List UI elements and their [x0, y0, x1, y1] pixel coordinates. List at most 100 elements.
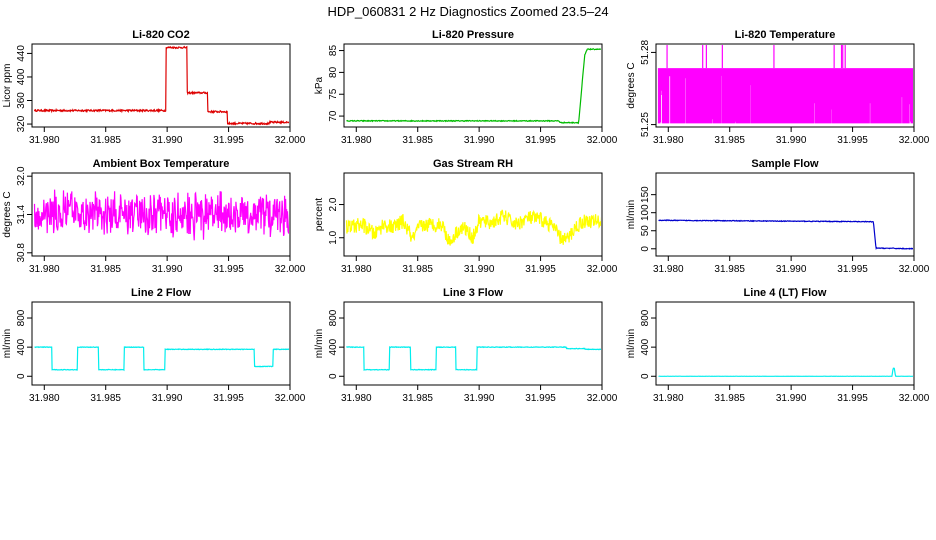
panel-title: Li-820 Temperature [735, 29, 836, 41]
x-tick-label: 31.980 [653, 135, 684, 146]
series-line [658, 219, 913, 250]
y-axis-label: ml/min [626, 329, 637, 358]
x-tick-label: 31.995 [213, 135, 244, 146]
x-tick-label: 31.985 [714, 135, 745, 146]
x-tick-label: 31.985 [402, 393, 433, 404]
y-tick-label: 800 [328, 309, 339, 326]
x-tick-label: 31.985 [402, 264, 433, 275]
panel-title: Line 3 Flow [443, 287, 503, 299]
x-tick-label: 31.990 [776, 393, 807, 404]
x-tick-label: 32.000 [275, 135, 306, 146]
y-tick-label: 80 [328, 66, 339, 78]
x-tick-label: 31.980 [341, 264, 372, 275]
x-tick-label: 31.995 [525, 135, 556, 146]
plot-frame [655, 172, 915, 257]
panel-title: Li-820 Pressure [432, 29, 514, 41]
series-group [34, 346, 289, 372]
panel-title: Sample Flow [751, 158, 819, 170]
y-axis-label: ml/min [2, 329, 13, 358]
y-tick-label: 50 [640, 225, 651, 237]
series-line [658, 367, 913, 377]
y-tick-label: 440 [16, 45, 27, 62]
y-tick-label: 100 [640, 204, 651, 221]
x-tick-label: 31.990 [776, 135, 807, 146]
x-tick-label: 32.000 [275, 264, 306, 275]
plot-frame [343, 301, 603, 386]
panel-title: Ambient Box Temperature [93, 158, 230, 170]
chart-panel-5: Gas Stream RH percent 31.980 31.985 31.990 31… [314, 158, 618, 275]
chart-panel-2: Li-820 Pressure kPa 31.980 31.985 31.990 31.9… [314, 29, 618, 146]
y-tick-label: 32.0 [16, 166, 27, 186]
y-tick-label: 1.0 [328, 230, 339, 244]
x-tick-label: 32.000 [899, 264, 930, 275]
y-axis-label: Licor ppm [2, 64, 13, 108]
panel-title: Line 4 (LT) Flow [744, 287, 827, 299]
x-tick-label: 31.980 [29, 264, 60, 275]
y-tick-label: 800 [640, 309, 651, 326]
y-tick-label: 400 [16, 68, 27, 85]
x-tick-label: 32.000 [275, 393, 306, 404]
series-group [345, 209, 601, 246]
y-tick-label: 400 [328, 338, 339, 355]
y-tick-label: 0 [328, 373, 339, 379]
y-tick-label: 85 [328, 45, 339, 57]
y-tick-label: 30.8 [16, 243, 27, 263]
y-tick-label: 800 [16, 309, 27, 326]
series-line [346, 47, 601, 125]
x-tick-label: 31.985 [714, 264, 745, 275]
plot-frame [343, 172, 603, 257]
chart-panel-4: Ambient Box Temperature degrees C 31.980 31… [2, 158, 306, 275]
series-group [346, 345, 601, 371]
x-tick-label: 31.990 [152, 264, 183, 275]
y-axis-label: degrees C [626, 62, 637, 108]
chart-panel-3: Li-820 Temperature degrees C 31.980 31.985 3… [626, 29, 930, 146]
x-tick-label: 31.990 [464, 135, 495, 146]
y-axis-label: degrees C [2, 191, 13, 237]
series-line [33, 189, 289, 241]
series-band [657, 45, 913, 124]
panel-title: Li-820 CO2 [132, 29, 189, 41]
x-tick-label: 31.985 [90, 135, 121, 146]
plot-frame [655, 301, 915, 386]
chart-panel-7: Line 2 Flow ml/min 31.980 31.985 31.990 31.99… [2, 287, 306, 404]
x-tick-label: 31.985 [714, 393, 745, 404]
series-line [33, 45, 289, 126]
x-tick-label: 31.990 [464, 264, 495, 275]
y-tick-label: 320 [16, 115, 27, 132]
series-group [658, 367, 913, 377]
series-line [34, 346, 289, 372]
series-group [346, 47, 601, 125]
x-tick-label: 32.000 [587, 393, 618, 404]
x-tick-label: 31.980 [653, 264, 684, 275]
plot-frame [31, 301, 291, 386]
x-tick-label: 31.985 [402, 135, 433, 146]
x-tick-label: 31.985 [90, 393, 121, 404]
x-tick-label: 31.990 [152, 393, 183, 404]
y-axis-label: percent [314, 198, 325, 232]
y-tick-label: 0 [640, 373, 651, 379]
x-tick-label: 31.985 [90, 264, 121, 275]
x-tick-label: 32.000 [899, 135, 930, 146]
series-line [657, 68, 913, 124]
y-tick-label: 51.28 [640, 39, 651, 64]
x-tick-label: 31.980 [29, 393, 60, 404]
x-tick-label: 31.990 [776, 264, 807, 275]
chart-panel-6: Sample Flow ml/min 31.980 31.985 31.990 31.99… [626, 158, 930, 275]
y-tick-label: 150 [640, 186, 651, 203]
x-tick-label: 31.995 [525, 393, 556, 404]
y-tick-label: 31.4 [16, 204, 27, 224]
x-tick-label: 31.995 [525, 264, 556, 275]
y-axis-label: ml/min [314, 329, 325, 358]
x-tick-label: 32.000 [587, 264, 618, 275]
chart-panel-8: Line 3 Flow ml/min 31.980 31.985 31.990 31.99… [314, 287, 618, 404]
y-tick-label: 360 [16, 92, 27, 109]
y-tick-label: 400 [16, 338, 27, 355]
series-group [658, 219, 913, 250]
x-tick-label: 31.980 [341, 393, 372, 404]
panel-title: Gas Stream RH [433, 158, 513, 170]
series-group [33, 189, 289, 241]
x-tick-label: 31.990 [152, 135, 183, 146]
y-tick-label: 70 [328, 110, 339, 122]
y-tick-label: 75 [328, 88, 339, 100]
